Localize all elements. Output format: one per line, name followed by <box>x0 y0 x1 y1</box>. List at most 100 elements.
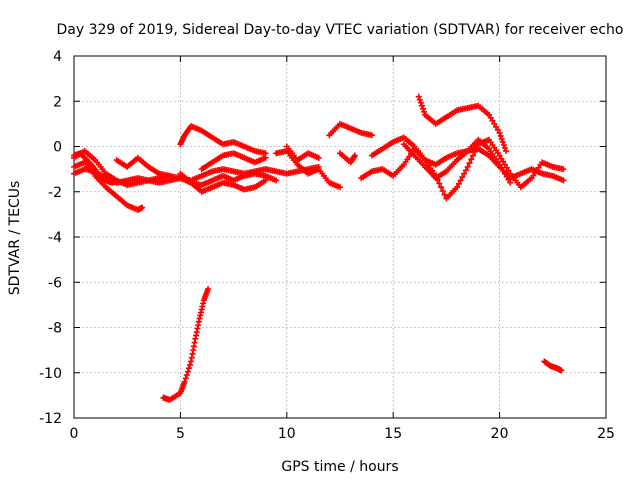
data-point <box>418 102 425 109</box>
series-track-17 <box>160 286 212 403</box>
y-tick-label: 0 <box>53 140 62 156</box>
data-point <box>166 172 173 179</box>
data-point <box>181 378 188 385</box>
data-point <box>496 152 503 159</box>
data-point <box>499 138 506 145</box>
data-point <box>438 184 445 191</box>
data-point <box>113 177 120 184</box>
data-point <box>315 154 322 161</box>
data-point <box>487 114 494 121</box>
data-point <box>436 180 443 187</box>
data-point <box>462 167 469 174</box>
y-axis-label: SDTVAR / TECUs <box>7 181 23 296</box>
data-point <box>498 164 505 171</box>
x-tick-label: 0 <box>70 426 79 442</box>
data-point <box>416 96 423 103</box>
x-tick-label: 5 <box>176 426 185 442</box>
data-point <box>459 174 466 181</box>
data-point <box>493 123 500 130</box>
y-tick-label: 4 <box>53 49 62 65</box>
data-point <box>560 166 567 173</box>
x-tick-label: 10 <box>278 426 296 442</box>
series-track-14 <box>368 134 567 184</box>
y-tick-label: 2 <box>53 94 62 110</box>
y-tick-label: -10 <box>39 366 62 382</box>
y-tick-label: -4 <box>48 230 62 246</box>
data-point <box>455 180 462 187</box>
data-point <box>368 132 375 139</box>
x-tick-label: 15 <box>384 426 402 442</box>
data-point <box>489 117 496 124</box>
data-point <box>454 184 461 191</box>
data-point <box>461 170 468 177</box>
axis-ticks: 0 5 10 15 20 25 -12 -10 -8 -6 -4 -2 0 2 4 <box>39 49 615 442</box>
grid-lines <box>74 56 606 418</box>
data-point <box>441 191 448 198</box>
data-point <box>417 99 424 106</box>
x-tick-label: 25 <box>597 426 615 442</box>
data-point <box>351 152 358 159</box>
data-point <box>502 148 509 155</box>
data-point <box>337 184 343 191</box>
y-tick-label: -6 <box>48 275 62 291</box>
data-point <box>505 176 512 183</box>
series-track-18 <box>541 358 565 374</box>
data-point <box>505 167 512 174</box>
data-point <box>182 375 189 382</box>
data-point <box>421 108 428 115</box>
series-track-10 <box>283 143 322 164</box>
series-track-4 <box>71 150 120 186</box>
data-point <box>457 177 464 184</box>
data-point <box>139 204 146 211</box>
series-track-16 <box>400 136 514 186</box>
data-point <box>500 141 507 148</box>
y-tick-label: -8 <box>48 321 62 337</box>
data-point <box>501 145 508 152</box>
data-point <box>500 167 507 174</box>
series-track-7 <box>177 170 280 188</box>
data-point <box>498 135 505 142</box>
data-point <box>498 155 505 162</box>
data-point <box>466 160 473 167</box>
data-point <box>419 105 426 112</box>
chart-title: Day 329 of 2019, Sidereal Day-to-day VTE… <box>57 22 624 38</box>
data-point <box>468 156 475 163</box>
data-point <box>185 365 192 372</box>
x-axis-label: GPS time / hours <box>281 459 398 475</box>
data-point <box>464 163 471 170</box>
data-point <box>415 93 422 100</box>
x-tick-label: 20 <box>491 426 509 442</box>
data-point <box>496 161 503 168</box>
data-point <box>503 164 510 171</box>
series-track-15 <box>415 93 509 155</box>
data-point <box>500 158 507 165</box>
series-track-12 <box>337 150 358 166</box>
data-points <box>71 93 567 403</box>
data-point <box>262 154 269 161</box>
series-track-6 <box>177 123 269 157</box>
data-point <box>507 179 514 186</box>
data-point <box>183 372 190 379</box>
series-track-8 <box>198 150 269 173</box>
data-point <box>494 126 501 133</box>
data-point <box>273 177 280 184</box>
series-track-13 <box>358 136 567 202</box>
y-tick-label: -2 <box>48 185 62 201</box>
data-point <box>501 161 508 168</box>
data-point <box>485 111 492 118</box>
y-tick-label: -12 <box>39 411 62 427</box>
data-point <box>205 286 212 293</box>
data-point <box>497 132 504 139</box>
data-point <box>560 177 567 184</box>
series-track-5 <box>113 154 173 179</box>
data-point <box>184 368 191 375</box>
data-point <box>496 129 503 136</box>
data-point <box>439 187 446 194</box>
data-point <box>503 173 510 180</box>
data-point <box>470 152 476 159</box>
data-point <box>491 120 498 127</box>
data-point <box>558 367 565 374</box>
data-point <box>186 361 193 368</box>
series-track-11 <box>326 120 375 139</box>
